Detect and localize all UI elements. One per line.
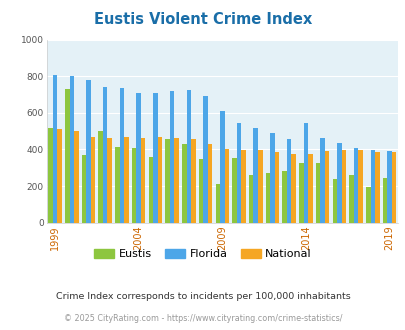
Bar <box>265 173 270 223</box>
Bar <box>353 148 358 223</box>
Bar <box>324 151 328 223</box>
Bar <box>124 137 128 223</box>
Bar <box>274 152 279 223</box>
Bar <box>307 154 312 223</box>
Bar <box>115 147 119 223</box>
Bar <box>148 157 153 223</box>
Bar <box>153 93 157 223</box>
Bar <box>136 93 141 223</box>
Bar <box>341 150 345 223</box>
Bar <box>374 152 379 223</box>
Bar <box>220 112 224 223</box>
Bar <box>69 76 74 223</box>
Bar <box>181 144 186 223</box>
Bar <box>103 87 107 223</box>
Bar <box>215 184 220 223</box>
Bar <box>370 150 374 223</box>
Bar <box>132 148 136 223</box>
Bar <box>186 90 191 223</box>
Bar <box>191 139 195 223</box>
Bar <box>107 138 112 223</box>
Bar <box>198 159 203 223</box>
Text: Eustis Violent Crime Index: Eustis Violent Crime Index <box>94 12 311 26</box>
Bar <box>253 128 257 223</box>
Bar <box>358 150 362 223</box>
Bar <box>270 133 274 223</box>
Bar <box>203 96 207 223</box>
Bar <box>174 138 179 223</box>
Bar <box>224 148 228 223</box>
Text: Crime Index corresponds to incidents per 100,000 inhabitants: Crime Index corresponds to incidents per… <box>55 292 350 301</box>
Bar <box>91 137 95 223</box>
Bar <box>320 138 324 223</box>
Bar <box>391 152 395 223</box>
Bar <box>98 131 103 223</box>
Bar <box>332 179 336 223</box>
Bar <box>286 139 291 223</box>
Bar <box>236 123 241 223</box>
Bar <box>382 178 386 223</box>
Bar <box>291 154 295 223</box>
Bar <box>53 75 57 223</box>
Bar <box>165 139 169 223</box>
Bar <box>65 89 69 223</box>
Bar <box>303 123 307 223</box>
Legend: Eustis, Florida, National: Eustis, Florida, National <box>90 244 315 263</box>
Bar <box>298 163 303 223</box>
Bar <box>119 88 124 223</box>
Bar <box>86 80 91 223</box>
Bar <box>141 138 145 223</box>
Bar <box>241 150 245 223</box>
Bar <box>348 175 353 223</box>
Bar <box>48 128 53 223</box>
Bar <box>74 131 78 223</box>
Bar <box>207 144 212 223</box>
Text: © 2025 CityRating.com - https://www.cityrating.com/crime-statistics/: © 2025 CityRating.com - https://www.city… <box>64 314 341 323</box>
Bar <box>257 150 262 223</box>
Bar <box>232 158 236 223</box>
Bar <box>365 187 370 223</box>
Bar <box>157 137 162 223</box>
Bar <box>386 151 391 223</box>
Bar <box>81 155 86 223</box>
Bar <box>315 163 320 223</box>
Bar <box>248 175 253 223</box>
Bar <box>169 91 174 223</box>
Bar <box>282 172 286 223</box>
Bar <box>57 129 62 223</box>
Bar <box>336 143 341 223</box>
